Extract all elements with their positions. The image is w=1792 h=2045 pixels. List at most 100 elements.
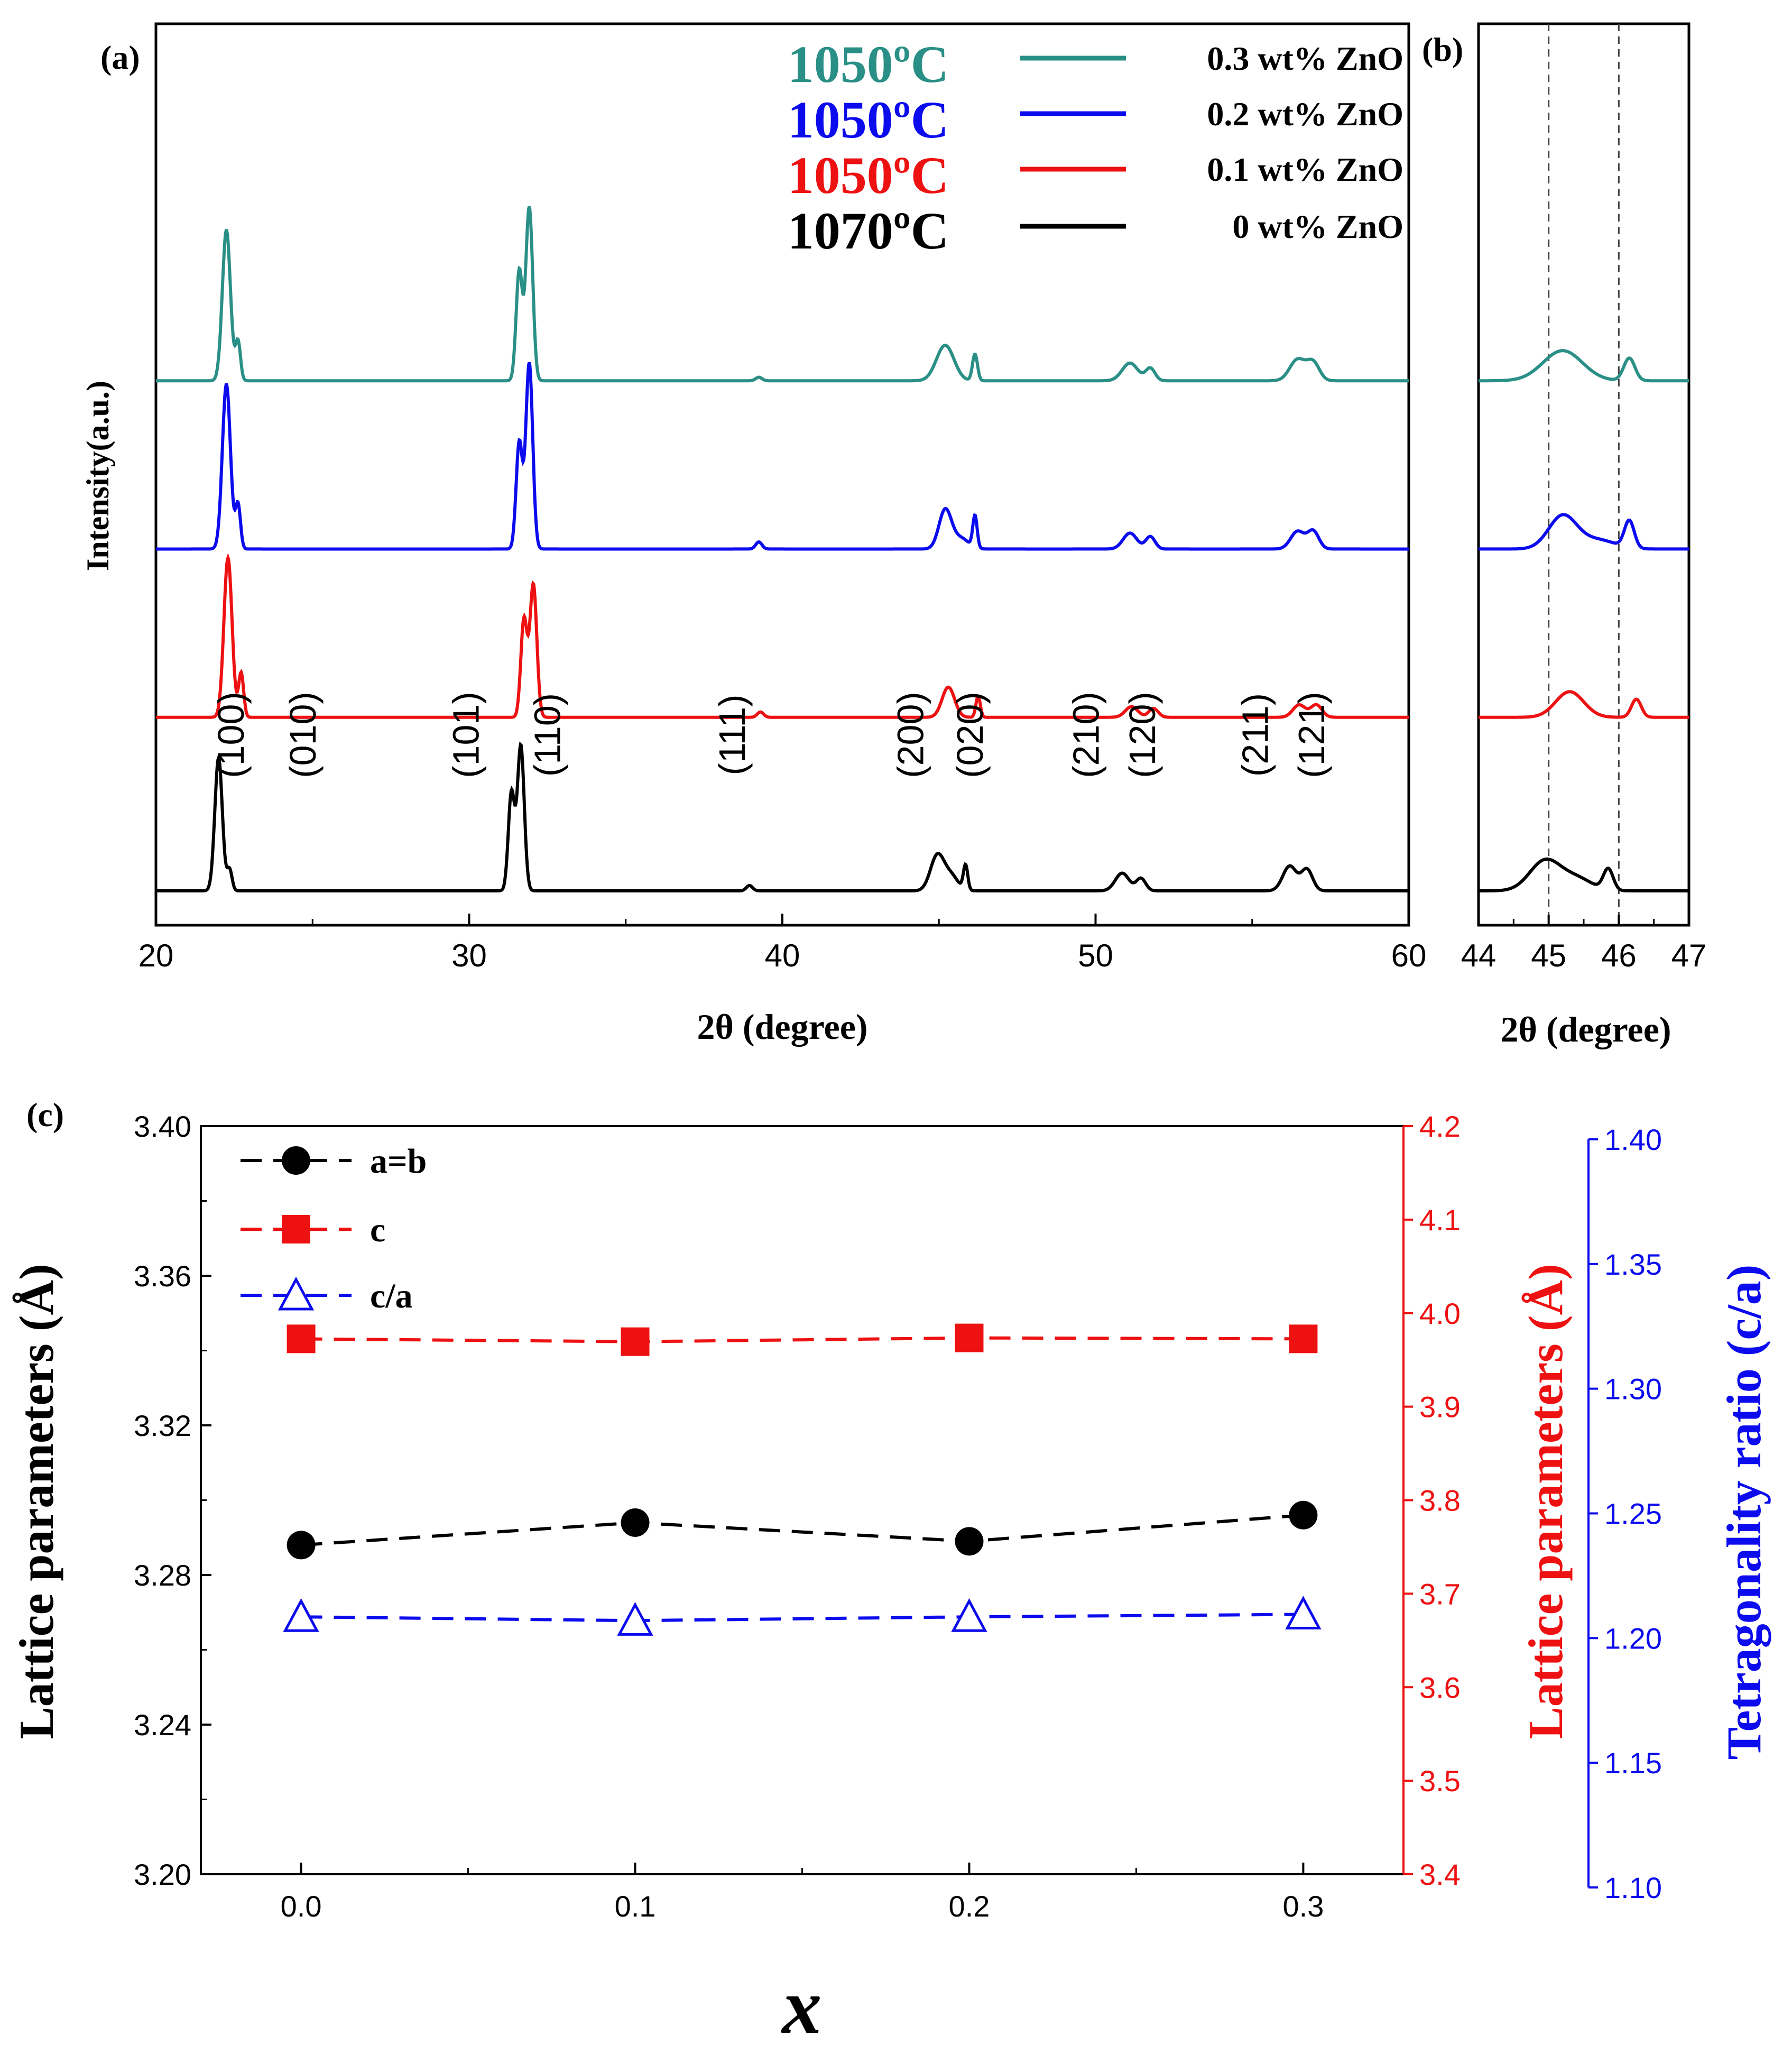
- series-line-0: [301, 1513, 1304, 1547]
- c-left-tick-label-3: 3.32: [134, 1409, 191, 1442]
- peak-label-4: (111): [712, 694, 753, 775]
- marker-triangle-open-1: [617, 1602, 653, 1636]
- zoom-trace-2: [1479, 690, 1689, 719]
- legend-marker-c: [282, 1215, 310, 1243]
- marker-circle-3: [1289, 1500, 1318, 1530]
- c-left-tick-label-4: 3.36: [134, 1259, 191, 1293]
- legend-label-a: a=b: [370, 1142, 427, 1181]
- marker-circle-2: [955, 1527, 984, 1556]
- panel-b-frame: [1477, 22, 1691, 927]
- xrd-trace-0: [156, 206, 1409, 383]
- marker-circle-0: [287, 1531, 316, 1560]
- peak-label-7: (210): [1065, 692, 1106, 778]
- panel-a-xrd-chart: (a) 20 30 40 50 60 2θ (degree) Intensity(a.u…: [80, 22, 1427, 1047]
- legend-marker-ca: [278, 1276, 315, 1311]
- c-red-tick-label-5: 3.9: [1419, 1390, 1461, 1424]
- zoom-trace-0: [1479, 349, 1689, 383]
- panel-a-x-ticks: 20 30 40 50 60: [138, 914, 1427, 973]
- legend-marker-a: [282, 1146, 310, 1175]
- panel-label-c: (c): [26, 1096, 64, 1134]
- marker-square-3: [1289, 1324, 1318, 1353]
- c-blue-tick-label-0: 1.10: [1604, 1871, 1662, 1904]
- panel-c-series: [283, 1323, 1322, 1636]
- peak-label-8: (120): [1122, 692, 1163, 778]
- panel-label-a: (a): [100, 39, 140, 76]
- c-red-tick-label-1: 3.5: [1419, 1764, 1461, 1798]
- legend-temp-2: 1050ºC: [788, 146, 949, 205]
- xrd-trace-3: [156, 741, 1409, 892]
- peak-label-1: (010): [282, 692, 324, 778]
- panel-b-x-axis-label: 2θ (degree): [1500, 1009, 1671, 1049]
- marker-triangle-open-3: [1285, 1596, 1322, 1630]
- c-x-tick-label-3: 0.3: [1282, 1890, 1324, 1923]
- panel-a-legend: 1050ºC 1050ºC 1050ºC 1070ºC 0.3 wt% ZnO …: [788, 35, 1403, 260]
- zoom-trace-1: [1479, 513, 1689, 551]
- b-tick-label-3: 47: [1671, 938, 1707, 973]
- marker-triangle-open-2: [951, 1598, 987, 1632]
- c-red-tick-label-0: 3.4: [1419, 1858, 1461, 1891]
- c-x-tick-label-0: 0.0: [281, 1890, 322, 1923]
- a-tick-label-4: 60: [1391, 938, 1427, 973]
- legend-label-0: 0.3 wt% ZnO: [1207, 40, 1403, 77]
- marker-circle-1: [621, 1508, 650, 1537]
- xrd-trace-2: [156, 552, 1409, 719]
- b-tick-label-1: 45: [1531, 938, 1566, 973]
- legend-label-c: c: [370, 1211, 385, 1249]
- b-tick-label-2: 46: [1601, 938, 1637, 973]
- xrd-trace-1: [156, 362, 1409, 551]
- c-red-tick-label-8: 4.2: [1419, 1110, 1461, 1143]
- peak-label-3: (110): [526, 693, 568, 777]
- panel-a-y-axis-label: Intensity(a.u.): [80, 381, 115, 571]
- c-red-tick-label-3: 3.7: [1419, 1577, 1461, 1610]
- panel-b-reference-lines: [1548, 24, 1620, 925]
- panel-a-x-axis-label: 2θ (degree): [697, 1007, 867, 1047]
- c-blue-tick-label-3: 1.25: [1604, 1497, 1662, 1531]
- panel-b-traces: [1479, 349, 1689, 892]
- a-tick-label-3: 50: [1078, 938, 1113, 973]
- peak-label-10: (121): [1291, 692, 1332, 778]
- b-tick-label-0: 44: [1461, 938, 1497, 973]
- legend-temp-0: 1050ºC: [788, 35, 949, 94]
- c-x-tick-label-2: 0.2: [949, 1890, 990, 1923]
- panel-a-traces: [156, 206, 1409, 892]
- panel-c-axes: 3.20 3.24 3.28 3.32 3.36 3.40 3.4 3.5 3.6 3.7 3.8 3…: [134, 1110, 1662, 1923]
- panel-label-b: (b): [1422, 31, 1463, 68]
- peak-label-6: (020): [949, 692, 991, 778]
- marker-square-2: [955, 1323, 984, 1352]
- marker-square-1: [621, 1327, 650, 1356]
- zoom-trace-3: [1479, 857, 1689, 892]
- panel-c-legend: a=b c c/a: [241, 1142, 427, 1315]
- panel-b-x-ticks: 44 45 46 47: [1461, 915, 1707, 973]
- a-tick-label-1: 30: [451, 938, 487, 973]
- a-tick-label-0: 20: [138, 938, 174, 973]
- c-x-tick-label-1: 0.1: [615, 1890, 656, 1923]
- c-blue-tick-label-6: 1.40: [1604, 1123, 1662, 1156]
- c-left-tick-label-0: 3.20: [134, 1858, 191, 1891]
- panel-b-xrd-zoom-chart: (b) 44 45 46 47 2θ (degree): [1422, 22, 1707, 1049]
- c-blue-tick-label-5: 1.35: [1604, 1248, 1662, 1281]
- a-tick-label-2: 40: [765, 938, 800, 973]
- legend-label-1: 0.2 wt% ZnO: [1207, 95, 1403, 133]
- c-blue-tick-label-2: 1.20: [1604, 1622, 1662, 1655]
- marker-triangle-open-0: [283, 1598, 319, 1632]
- series-line-2: [301, 1613, 1304, 1623]
- panel-a-peak-labels: (100) (010) (101) (110) (111) (200) (020) (210)…: [210, 692, 1332, 778]
- panel-c-right-y-label-blue: Tetragonality ratio (c/a): [1717, 1265, 1771, 1760]
- panel-c-left-y-label: Lattice parameters (Å): [10, 1264, 63, 1739]
- peak-label-2: (101): [445, 692, 486, 778]
- c-left-tick-label-1: 3.24: [134, 1708, 191, 1742]
- peak-label-9: (211): [1234, 693, 1276, 777]
- marker-square-0: [287, 1324, 316, 1353]
- c-red-tick-label-7: 4.1: [1419, 1203, 1461, 1237]
- c-blue-tick-label-4: 1.30: [1604, 1372, 1662, 1406]
- legend-temp-1: 1050ºC: [788, 90, 949, 149]
- c-red-tick-label-4: 3.8: [1419, 1484, 1461, 1517]
- peak-label-0: (100): [210, 692, 252, 778]
- c-blue-tick-label-1: 1.15: [1604, 1746, 1662, 1780]
- legend-label-ca: c/a: [370, 1277, 413, 1315]
- series-line-1: [301, 1336, 1304, 1343]
- c-red-tick-label-2: 3.6: [1419, 1671, 1461, 1704]
- legend-temp-3: 1070ºC: [788, 201, 949, 260]
- panel-c-lattice-chart: (c) 3.20 3.24 3.28 3.32 3.36 3.40 3.4 3.5 3.6 3.7…: [10, 1096, 1771, 2045]
